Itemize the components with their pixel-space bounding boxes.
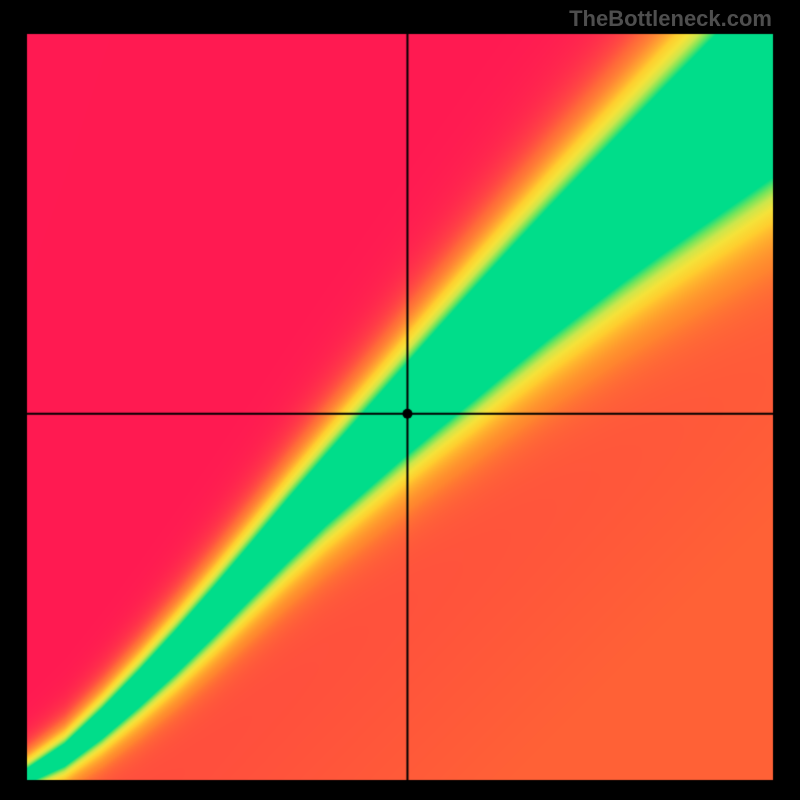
bottleneck-heatmap [0, 0, 800, 800]
watermark-text: TheBottleneck.com [569, 6, 772, 32]
